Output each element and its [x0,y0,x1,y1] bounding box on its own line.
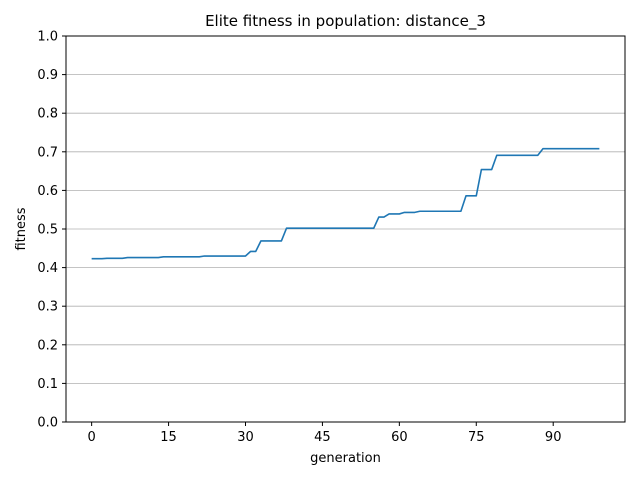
y-tick-label: 0.1 [37,377,58,392]
x-tick-label: 30 [237,430,254,445]
y-tick-label: 0.8 [37,107,58,122]
y-tick-label: 0.6 [37,184,58,199]
x-tick-label: 60 [391,430,408,445]
y-tick-label: 0.9 [37,68,58,83]
y-axis-ticks: 0.0 0.1 0.2 0.3 0.4 0.5 0.6 0.7 0.8 0.9 1.0 [37,30,66,431]
y-axis-label: fitness [14,207,29,250]
x-tick-label: 15 [160,430,177,445]
y-tick-label: 0.7 [37,145,58,160]
y-tick-label: 0.4 [37,261,58,276]
chart-title: Elite fitness in population: distance_3 [205,12,486,31]
y-tick-label: 0.3 [37,300,58,315]
y-tick-label: 1.0 [37,30,58,45]
x-tick-label: 45 [314,430,331,445]
fitness-line [91,147,600,260]
x-tick-label: 0 [88,430,96,445]
y-tick-label: 0.2 [37,338,58,353]
y-tick-label: 0.0 [37,416,58,431]
series-layer [91,147,600,260]
x-tick-label: 75 [468,430,485,445]
x-axis-ticks: 0 15 30 45 60 75 90 [88,422,562,445]
x-axis-label: generation [310,451,381,466]
x-tick-label: 90 [545,430,562,445]
y-tick-label: 0.5 [37,223,58,238]
